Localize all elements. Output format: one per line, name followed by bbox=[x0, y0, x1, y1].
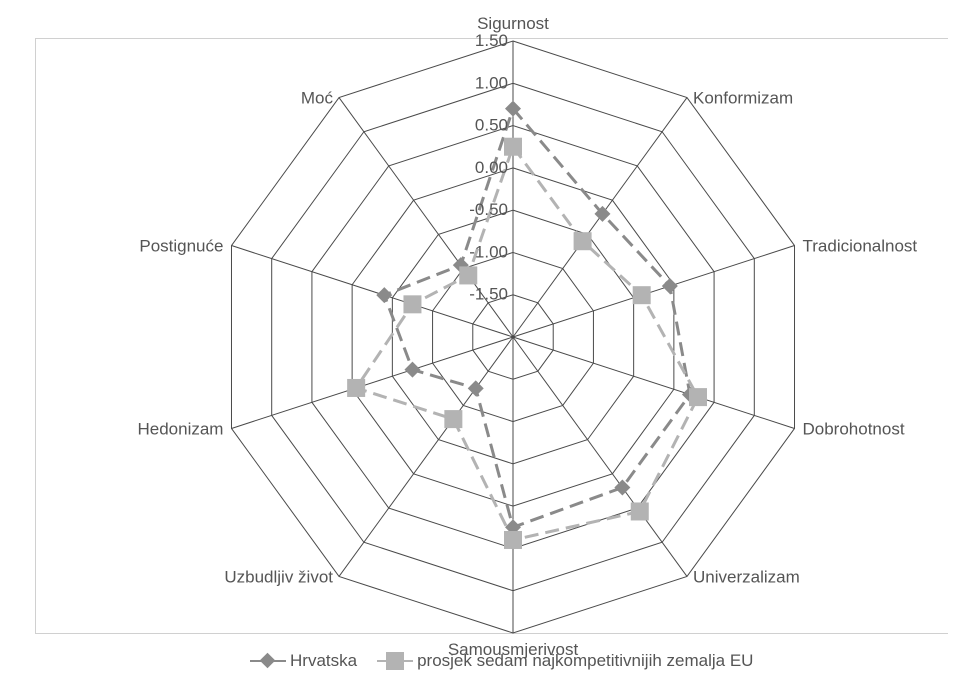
axis-label: Dobrohotnost bbox=[803, 419, 905, 438]
axis-label: Uzbudljiv život bbox=[224, 567, 333, 586]
tick-label: -0.50 bbox=[469, 200, 508, 219]
data-point-hrvatska bbox=[376, 287, 393, 304]
data-point-hrvatska bbox=[614, 479, 631, 496]
legend-marker-square bbox=[377, 652, 414, 670]
axis-spoke bbox=[338, 97, 514, 338]
data-point-eu bbox=[630, 502, 649, 521]
axis-label: Postignuće bbox=[139, 237, 223, 256]
tick-label: 1.50 bbox=[475, 31, 508, 50]
data-point-eu bbox=[688, 388, 707, 407]
data-point-eu bbox=[504, 137, 522, 156]
legend-label-hrvatska: Hrvatska bbox=[290, 651, 358, 670]
axis-label: Hedonizam bbox=[137, 419, 223, 438]
data-point-eu bbox=[573, 232, 592, 251]
data-point-eu bbox=[347, 378, 366, 397]
legend-marker-diamond bbox=[250, 652, 286, 670]
axis-spoke bbox=[231, 336, 514, 429]
legend-item-hrvatska: Hrvatska bbox=[250, 651, 357, 671]
data-point-hrvatska bbox=[661, 278, 678, 295]
axis-spoke bbox=[512, 245, 795, 338]
legend-label-eu: prosjek sedam najkompetitivnijih zemalja… bbox=[417, 651, 754, 670]
axis-spoke bbox=[231, 245, 514, 338]
axis-label: Samousmjerivost bbox=[448, 640, 579, 659]
axis-spoke bbox=[512, 336, 688, 577]
axis-label: Sigurnost bbox=[477, 14, 549, 33]
data-point-eu bbox=[444, 410, 463, 429]
chart-frame bbox=[35, 38, 948, 634]
data-point-hrvatska bbox=[594, 205, 611, 222]
tick-label: -1.00 bbox=[469, 242, 508, 261]
axis-spoke bbox=[338, 336, 514, 577]
data-point-eu bbox=[459, 266, 478, 285]
data-point-eu bbox=[504, 530, 522, 549]
tick-label: 1.00 bbox=[475, 73, 508, 92]
data-point-eu bbox=[403, 295, 422, 314]
axis-label: Tradicionalnost bbox=[803, 237, 918, 256]
axis-spoke bbox=[512, 336, 795, 429]
data-point-hrvatska bbox=[505, 100, 521, 117]
data-point-eu bbox=[632, 286, 651, 305]
series-line-hrvatska bbox=[382, 105, 692, 530]
legend: Hrvatska prosjek sedam najkompetitivniji… bbox=[250, 648, 773, 674]
data-point-hrvatska bbox=[467, 380, 484, 397]
tick-label: 0.50 bbox=[475, 116, 508, 135]
tick-label: -1.50 bbox=[469, 285, 508, 304]
tick-label: 0.00 bbox=[475, 158, 508, 177]
axis-label: Konformizam bbox=[693, 89, 793, 108]
series-line-eu bbox=[353, 143, 700, 542]
legend-item-eu: prosjek sedam najkompetitivnijih zemalja… bbox=[377, 651, 753, 671]
axis-label: Univerzalizam bbox=[693, 567, 800, 586]
axis-label: Moć bbox=[301, 89, 334, 108]
data-point-hrvatska bbox=[404, 361, 421, 378]
